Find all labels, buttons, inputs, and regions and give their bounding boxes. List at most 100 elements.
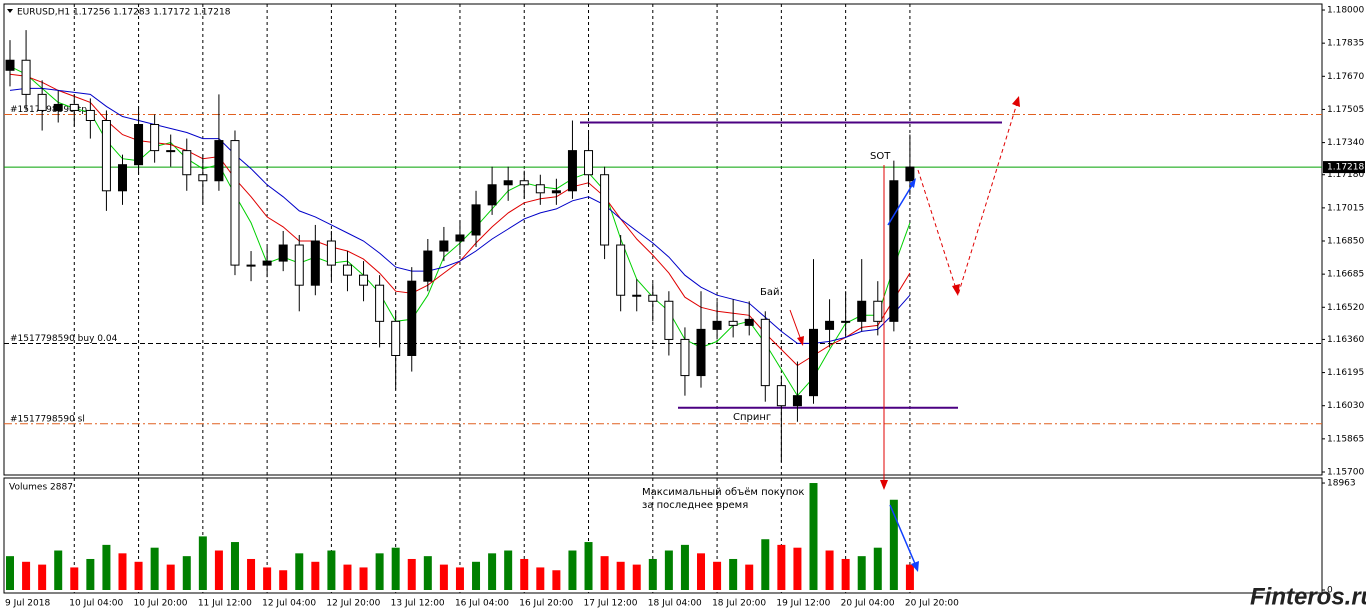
annotation: SOT	[870, 151, 891, 162]
y-tick-label: 1.17670	[1327, 72, 1364, 82]
y-tick-label: 1.16360	[1327, 335, 1364, 345]
volume-bar	[632, 564, 641, 590]
candle-body	[503, 180, 513, 186]
candle-body	[326, 240, 336, 266]
candle-body	[117, 164, 127, 192]
current-price-label: 1.17218	[1327, 163, 1364, 173]
candle-body	[471, 204, 481, 236]
candle-body	[342, 264, 352, 276]
candle-body	[535, 184, 545, 194]
x-tick-label: 11 Jul 12:00	[198, 599, 252, 609]
candle-body	[455, 234, 465, 242]
volume-bar	[214, 550, 223, 590]
y-tick-label: 1.16030	[1327, 401, 1364, 411]
volume-bar	[375, 553, 384, 590]
candle-body	[391, 320, 401, 356]
volume-bar	[311, 561, 320, 590]
volume-bar	[713, 561, 722, 590]
candle-body	[792, 395, 802, 407]
volume-bar	[102, 544, 111, 590]
candle-body	[712, 320, 722, 330]
y-tick-label: 1.18000	[1327, 6, 1364, 16]
volume-bar	[247, 558, 256, 590]
y-tick-label: 1.17835	[1327, 39, 1364, 49]
volume-bar	[697, 553, 706, 590]
candle-body	[648, 294, 658, 302]
volume-bar	[889, 499, 898, 590]
y-tick-label: 0	[1327, 586, 1333, 596]
volume-bar	[6, 556, 14, 590]
candle-body	[632, 294, 642, 297]
volume-bar	[905, 564, 914, 590]
volume-bar	[263, 567, 272, 590]
volume-bar	[680, 544, 689, 590]
y-tick-label: 1.17180	[1327, 170, 1364, 180]
candle-body	[825, 320, 835, 330]
candle-body	[230, 140, 240, 266]
candle-body	[487, 184, 497, 206]
candle-body	[584, 150, 594, 176]
candle-body	[359, 274, 369, 286]
title-icon	[7, 9, 13, 13]
order-label: #1517798590 sl	[10, 414, 85, 424]
volume-bar	[504, 550, 513, 590]
volume-bar	[182, 556, 191, 590]
x-tick-label: 9 Jul 2018	[5, 599, 50, 609]
volume-bar	[279, 570, 288, 590]
volume-bar	[520, 558, 529, 590]
order-label: #1517798590 buy 0.04	[10, 334, 118, 344]
volume-bar	[664, 550, 673, 590]
candle-body	[134, 124, 144, 166]
candle-body	[905, 166, 915, 182]
candle-body	[519, 180, 529, 186]
volume-bar	[648, 558, 657, 590]
volume-bar	[295, 553, 304, 590]
candle-body	[809, 328, 818, 397]
arrow-head	[797, 336, 804, 346]
candle-body	[873, 300, 883, 322]
volume-bar	[391, 547, 400, 590]
volume-bar	[439, 564, 448, 590]
volume-panel	[3, 477, 1323, 594]
volume-bar	[455, 567, 464, 590]
x-tick-label: 20 Jul 20:00	[905, 599, 959, 609]
x-tick-label: 16 Jul 20:00	[519, 599, 573, 609]
volume-bar	[745, 564, 754, 590]
x-tick-label: 16 Jul 04:00	[455, 599, 509, 609]
x-tick-label: 18 Jul 04:00	[648, 599, 702, 609]
volume-bar	[38, 564, 47, 590]
arrow	[887, 181, 915, 226]
candle-body	[150, 124, 160, 152]
x-tick-label: 10 Jul 04:00	[69, 599, 123, 609]
candle-body	[5, 59, 15, 71]
volume-bar	[584, 542, 593, 590]
volume-bar	[600, 556, 609, 590]
volume-bar	[198, 536, 207, 590]
x-tick-label: 13 Jul 12:00	[391, 599, 445, 609]
candle-body	[21, 59, 31, 95]
volume-bar	[70, 567, 79, 590]
current-price-box	[1323, 161, 1365, 174]
candle-body	[841, 320, 851, 323]
candle-body	[439, 240, 449, 252]
y-tick-label: 1.16520	[1327, 303, 1364, 313]
candle-body	[278, 244, 288, 262]
y-tick-label: 1.16195	[1327, 368, 1364, 378]
candle-body	[246, 264, 256, 267]
volume-bar	[793, 547, 802, 590]
y-tick-label: 18963	[1327, 479, 1356, 489]
volume-bar	[230, 542, 239, 590]
volume-bar	[825, 550, 834, 590]
candle-body	[744, 318, 754, 326]
candle-body	[776, 385, 786, 407]
candle-body	[760, 318, 770, 387]
x-tick-label: 12 Jul 04:00	[262, 599, 316, 609]
volume-bar	[616, 561, 625, 590]
volume-bar	[118, 553, 127, 590]
x-tick-label: 18 Jul 20:00	[712, 599, 766, 609]
volume-bar	[22, 561, 31, 590]
volume-bar	[150, 547, 159, 590]
candle-body	[101, 119, 111, 192]
candle-body	[857, 300, 867, 322]
